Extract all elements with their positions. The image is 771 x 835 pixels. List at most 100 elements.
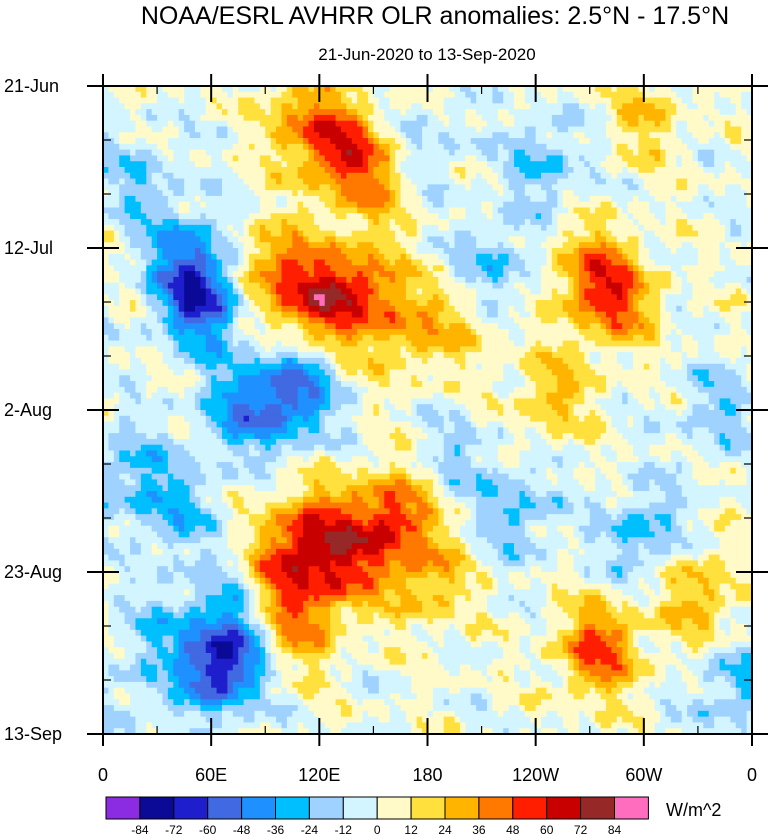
field-cell (178, 190, 185, 197)
field-cell (276, 120, 283, 128)
field-cell (243, 219, 250, 226)
field-cell (351, 126, 358, 133)
field-cell (524, 126, 531, 133)
field-cell (660, 213, 667, 220)
field-cell (427, 167, 434, 174)
field-cell (378, 213, 385, 220)
field-cell (568, 294, 575, 301)
field-cell (346, 265, 353, 272)
field-cell (373, 149, 380, 157)
field-cell (140, 195, 147, 203)
field-cell (708, 178, 715, 185)
field-cell (368, 317, 375, 324)
field-cell (162, 190, 169, 197)
field-cell (438, 195, 445, 203)
field-cell (578, 305, 585, 313)
field-cell (638, 224, 645, 232)
field-cell (708, 305, 715, 313)
field-cell (276, 155, 283, 162)
field-cell (319, 195, 326, 203)
field-cell (411, 195, 418, 203)
field-cell (703, 120, 710, 128)
field-cell (508, 259, 515, 266)
field-cell (551, 242, 558, 249)
field-cell (303, 103, 310, 110)
field-cell (714, 97, 721, 104)
field-cell (643, 294, 650, 301)
field-cell (254, 276, 261, 284)
field-cell (340, 126, 347, 133)
field-cell (227, 265, 234, 272)
field-cell (384, 132, 391, 139)
field-cell (584, 143, 591, 151)
field-cell (449, 230, 456, 238)
field-cell (741, 276, 748, 284)
field-cell (227, 253, 234, 261)
field-cell (697, 224, 704, 232)
field-cell (605, 317, 612, 324)
field-cell (519, 103, 526, 110)
field-cell (346, 126, 353, 133)
field-cell (265, 184, 272, 191)
field-cell (324, 97, 331, 104)
field-cell (194, 120, 201, 128)
field-cell (395, 114, 402, 122)
field-cell (627, 288, 634, 295)
field-cell (676, 311, 683, 319)
field-cell (627, 213, 634, 220)
field-cell (281, 230, 288, 238)
field-cell (135, 97, 142, 104)
field-cell (697, 86, 704, 93)
field-cell (486, 236, 493, 243)
field-cell (708, 207, 715, 214)
field-cell (167, 103, 174, 110)
field-cell (238, 288, 245, 295)
field-cell (384, 167, 391, 174)
field-cell (221, 167, 228, 174)
field-cell (146, 91, 153, 99)
field-cell (638, 184, 645, 191)
field-cell (238, 242, 245, 249)
field-cell (130, 190, 137, 197)
field-cell (270, 282, 277, 290)
field-cell (140, 317, 147, 324)
field-cell (432, 311, 439, 319)
field-cell (395, 230, 402, 238)
field-cell (735, 184, 742, 191)
field-cell (384, 294, 391, 301)
field-cell (324, 311, 331, 319)
field-cell (292, 161, 299, 168)
field-cell (184, 242, 191, 249)
field-cell (384, 311, 391, 319)
field-cell (167, 167, 174, 174)
field-cell (400, 230, 407, 238)
field-cell (633, 288, 640, 295)
field-cell (362, 184, 369, 191)
field-cell (670, 294, 677, 301)
field-cell (265, 311, 272, 319)
field-cell (676, 190, 683, 197)
field-cell (411, 294, 418, 301)
field-cell (524, 172, 531, 180)
field-cell (184, 138, 191, 145)
field-cell (541, 271, 548, 278)
field-cell (276, 317, 283, 324)
field-cell (622, 161, 629, 168)
field-cell (119, 103, 126, 110)
field-cell (692, 224, 699, 232)
field-cell (373, 97, 380, 104)
field-cell (135, 236, 142, 243)
field-cell (568, 172, 575, 180)
field-cell (378, 172, 385, 180)
field-cell (162, 213, 169, 220)
field-cell (746, 317, 752, 324)
field-cell (411, 288, 418, 295)
field-cell (119, 288, 126, 295)
field-cell (443, 276, 450, 284)
field-cell (703, 195, 710, 203)
field-cell (643, 132, 650, 139)
field-cell (633, 195, 640, 203)
field-cell (524, 161, 531, 168)
field-cell (443, 143, 450, 151)
field-cell (227, 224, 234, 232)
